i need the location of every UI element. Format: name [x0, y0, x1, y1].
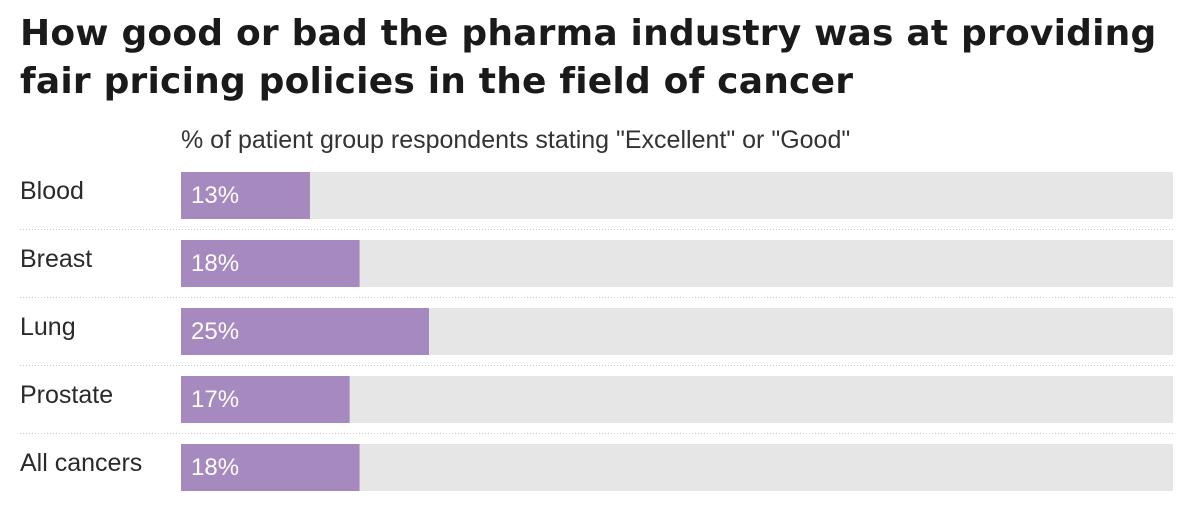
category-label: Prostate: [20, 381, 113, 409]
chart-subtitle: % of patient group respondents stating "…: [181, 126, 851, 154]
bar: [181, 444, 360, 491]
category-label: Breast: [20, 245, 92, 273]
bar: [181, 308, 429, 355]
chart-title: How good or bad the pharma industry was …: [20, 13, 1157, 102]
value-label: 13%: [191, 182, 239, 209]
bar-track: [181, 172, 1173, 219]
value-label: 17%: [191, 386, 239, 413]
value-label: 18%: [191, 250, 239, 277]
bar: [181, 240, 360, 287]
bar: [181, 172, 310, 219]
bar: [181, 376, 350, 423]
category-label: Lung: [20, 313, 76, 341]
category-label: All cancers: [20, 449, 142, 477]
value-label: 18%: [191, 454, 239, 481]
category-label: Blood: [20, 177, 84, 205]
value-label: 25%: [191, 318, 239, 345]
